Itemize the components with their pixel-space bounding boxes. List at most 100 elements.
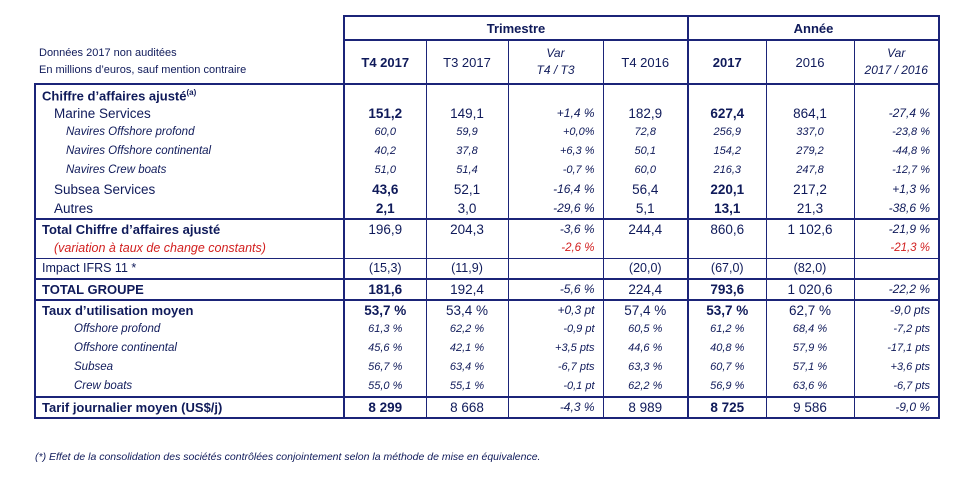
row-label-text: Navires Crew boats (66, 164, 167, 176)
value-cell: 9 586 (766, 396, 855, 419)
value-cell: 56,9 % (688, 377, 767, 397)
row-label: Navires Offshore continental (34, 142, 344, 161)
table-row: Offshore profond 61,3 % 62,2 % -0,9 pt 60,5 … (34, 320, 940, 339)
value-cell: 2,1 (343, 199, 427, 219)
variation-cell: -5,6 % (508, 278, 604, 301)
value-cell: 40,8 % (688, 339, 767, 358)
table-row: Subsea Services 43,6 52,1 -16,4 % 56,4 220,1 2… (34, 180, 940, 199)
variation-cell: -3,6 % (508, 218, 604, 239)
value-cell: 60,0 (343, 123, 427, 142)
variation-cell: +0,3 pt (508, 300, 604, 320)
column-header-line2: 2017 / 2016 (864, 63, 928, 77)
table-row: Total Chiffre d’affaires ajusté 196,9 204,… (34, 218, 940, 239)
header-blank (35, 16, 344, 40)
value-cell: 13,1 (688, 199, 767, 219)
value-cell: 337,0 (766, 123, 855, 142)
value-cell: 61,2 % (688, 320, 767, 339)
column-header-line1: Var (546, 46, 565, 60)
variation-cell: -12,7 % (854, 161, 940, 180)
column-header-3: Var T4 / T3 (508, 40, 604, 85)
value-cell: 279,2 (766, 142, 855, 161)
row-label: Navires Offshore profond (34, 123, 344, 142)
row-label-text: Marine Services (54, 106, 151, 121)
row-label: Impact IFRS 11 * (34, 258, 344, 279)
value-cell: 55,1 % (426, 377, 509, 397)
table-row: (variation à taux de change constants) -2… (34, 239, 940, 259)
value-cell: 151,2 (343, 104, 427, 123)
column-header-5: 2017 (688, 40, 767, 85)
variation-cell: -23,8 % (854, 123, 940, 142)
value-cell (688, 83, 767, 104)
row-label-text: Subsea Services (54, 182, 156, 197)
group-header-annee: Année (688, 15, 940, 41)
row-label: Total Chiffre d’affaires ajusté (34, 218, 344, 239)
value-cell: 1 102,6 (766, 218, 855, 239)
row-label-text: Offshore continental (74, 342, 177, 354)
value-cell: 182,9 (603, 104, 689, 123)
value-cell: 196,9 (343, 218, 427, 239)
table-row: Navires Crew boats 51,0 51,4 -0,7 % 60,0 216,… (34, 161, 940, 180)
value-cell: 57,9 % (766, 339, 855, 358)
value-cell: (11,9) (426, 258, 509, 279)
value-cell: 1 020,6 (766, 278, 855, 301)
column-header-line2: T4 / T3 (536, 63, 575, 77)
table-row: Navires Offshore profond 60,0 59,9 +0,0% 72,… (34, 123, 940, 142)
value-cell: 60,5 % (603, 320, 689, 339)
variation-cell (854, 83, 940, 104)
row-label-text: Navires Offshore profond (66, 126, 195, 138)
row-label-text: Taux d’utilisation moyen (42, 303, 194, 318)
variation-cell: -2,6 % (508, 239, 604, 259)
value-cell (688, 239, 767, 259)
variation-cell: +3,5 pts (508, 339, 604, 358)
value-cell: 149,1 (426, 104, 509, 123)
units-note-line2: En millions d’euros, sauf mention contra… (39, 63, 247, 76)
value-cell: 244,4 (603, 218, 689, 239)
table-row: Tarif journalier moyen (US$/j) 8 299 8 668… (34, 396, 940, 419)
value-cell: 56,4 (603, 180, 689, 199)
value-cell (426, 239, 509, 259)
table-row: Taux d’utilisation moyen 53,7 % 53,4 % +0,3… (34, 300, 940, 320)
value-cell: 8 299 (343, 396, 427, 419)
table-row: Chiffre d’affaires ajusté(a) (34, 83, 940, 104)
table-row: Marine Services 151,2 149,1 +1,4 % 182,9 627,… (34, 104, 940, 123)
value-cell: 42,1 % (426, 339, 509, 358)
column-header-line1: 2017 (712, 54, 742, 70)
row-label: (variation à taux de change constants) (34, 239, 344, 259)
row-label-text: (variation à taux de change constants) (54, 241, 266, 255)
value-cell: 192,4 (426, 278, 509, 301)
table-row: Crew boats 55,0 % 55,1 % -0,1 pt 62,2 % 56,9 … (34, 377, 940, 397)
column-header-line1: T4 2017 (361, 54, 410, 70)
value-cell: 627,4 (688, 104, 767, 123)
value-cell: 860,6 (688, 218, 767, 239)
variation-cell: -6,7 pts (854, 377, 940, 397)
value-cell: (15,3) (343, 258, 427, 279)
variation-cell: -7,2 pts (854, 320, 940, 339)
variation-cell (508, 83, 604, 104)
row-label: Chiffre d’affaires ajusté(a) (34, 83, 344, 104)
variation-cell: +1,3 % (854, 180, 940, 199)
value-cell: 217,2 (766, 180, 855, 199)
value-cell: 51,4 (426, 161, 509, 180)
variation-cell: -9,0 pts (854, 300, 940, 320)
variation-cell: -38,6 % (854, 199, 940, 219)
value-cell: 51,0 (343, 161, 427, 180)
row-label: Offshore profond (34, 320, 344, 339)
value-cell (343, 83, 427, 104)
table-row: Impact IFRS 11 * (15,3) (11,9) (20,0) (67,0)… (34, 258, 940, 279)
row-label-text: Chiffre d’affaires ajusté (42, 88, 187, 104)
row-label: Subsea Services (34, 180, 344, 199)
value-cell: 63,3 % (603, 358, 689, 377)
value-cell: 62,7 % (766, 300, 855, 320)
variation-cell: -16,4 % (508, 180, 604, 199)
value-cell: 864,1 (766, 104, 855, 123)
value-cell: (20,0) (603, 258, 689, 279)
value-cell: 62,2 % (426, 320, 509, 339)
value-cell: (67,0) (688, 258, 767, 279)
value-cell: 44,6 % (603, 339, 689, 358)
row-label-text: Tarif journalier moyen (US$/j) (42, 400, 223, 415)
variation-cell (508, 258, 604, 279)
value-cell: 56,7 % (343, 358, 427, 377)
row-label-text: Impact IFRS 11 * (42, 261, 137, 275)
column-header-2: T3 2017 (426, 40, 509, 85)
variation-cell: -6,7 pts (508, 358, 604, 377)
